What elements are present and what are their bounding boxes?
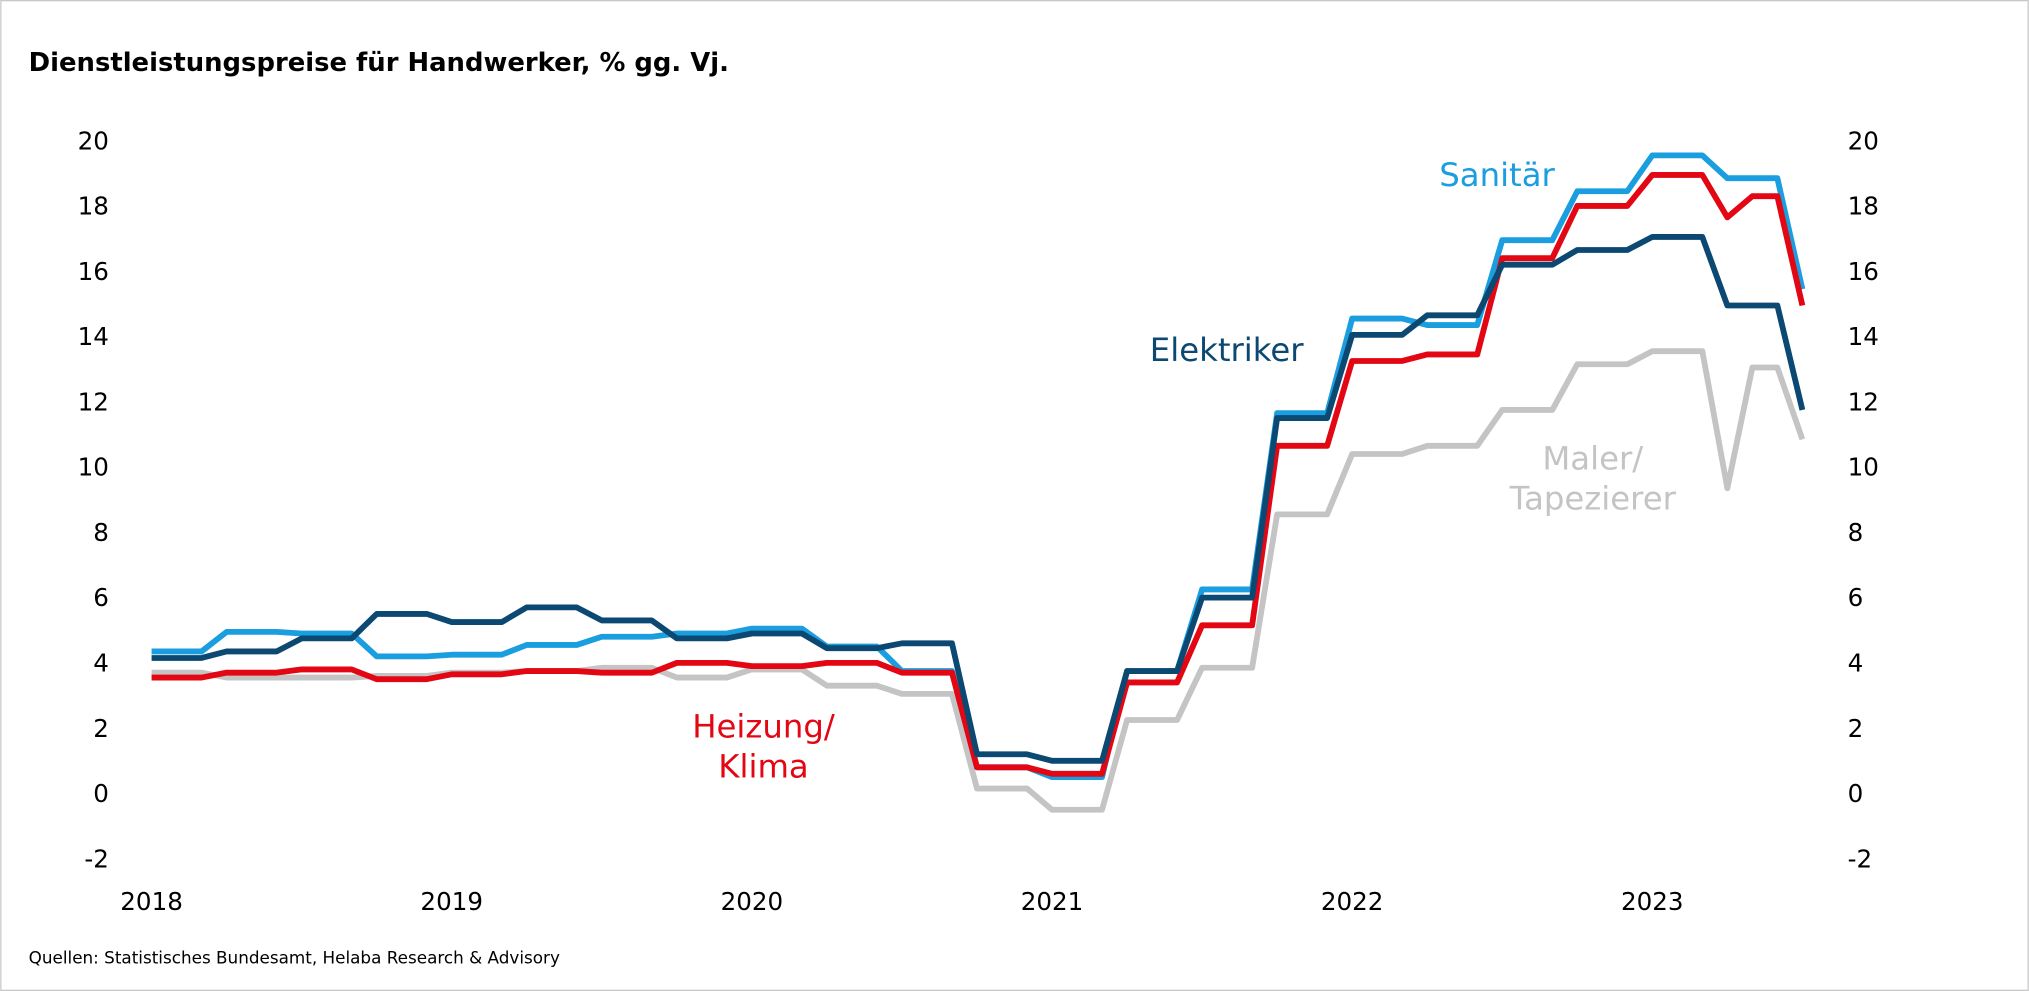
series-line [151,172,1806,777]
y-tick-label: 4 [93,649,109,678]
y-tick-label: 20 [78,126,109,155]
y-tick-label: 8 [93,518,109,547]
y-tick-label: 2 [93,714,109,743]
y2-tick-label: 2 [1848,714,1864,743]
y2-tick-label: 8 [1848,518,1864,547]
series-label: Sanitär [1439,156,1555,194]
x-tick-label: 2022 [1321,887,1384,916]
y2-tick-label: 18 [1848,192,1879,221]
series-label: Maler/Tapezierer [1509,440,1677,518]
source-note: Quellen: Statistisches Bundesamt, Helaba… [29,948,560,968]
x-tick-label: 2019 [420,887,483,916]
y-tick-label: 12 [78,387,109,416]
y2-tick-label: 6 [1848,583,1864,612]
y-tick-label: 14 [78,322,109,351]
y-tick-label: 18 [78,192,109,221]
x-tick-label: 2018 [120,887,183,916]
y2-tick-label: 14 [1848,322,1879,351]
y-tick-label: 16 [78,257,109,286]
y2-tick-label: 10 [1848,453,1879,482]
y2-tick-label: 4 [1848,649,1864,678]
series-label-line: Tapezierer [1509,480,1677,518]
series-line [151,348,1806,813]
y-tick-label: 10 [78,453,109,482]
y2-tick-label: 12 [1848,387,1879,416]
chart-title: Dienstleistungspreise für Handwerker, % … [29,48,729,78]
y2-tick-label: 20 [1848,126,1879,155]
series-label-line: Maler/ [1542,440,1643,478]
series-label: Elektriker [1150,331,1304,369]
series-label-line: Klima [718,747,808,785]
y-tick-label: 0 [93,779,109,808]
y2-tick-label: 16 [1848,257,1879,286]
y-tick-label: -2 [84,844,109,873]
x-tick-label: 2023 [1621,887,1684,916]
series-label-line: Heizung/ [692,707,835,745]
y2-tick-label: -2 [1848,844,1873,873]
x-tick-label: 2021 [1021,887,1084,916]
y-tick-label: 6 [93,583,109,612]
x-tick-label: 2020 [721,887,784,916]
y2-tick-label: 0 [1848,779,1864,808]
series-label: Heizung/Klima [692,707,835,785]
series-line [151,234,1806,764]
